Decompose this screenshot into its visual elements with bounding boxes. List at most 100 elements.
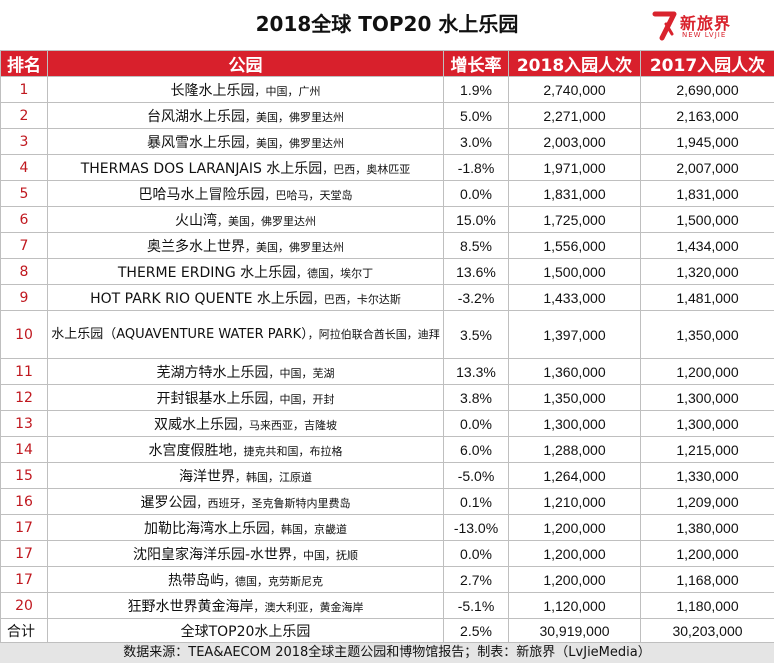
park-location: ，中国，广州 [254, 84, 321, 98]
visitors-2017-cell: 1,180,000 [640, 592, 774, 619]
brand-logo: 新旅界 NEW LVJIE [652, 10, 762, 44]
park-name: 台风湖水上乐园 [147, 108, 245, 125]
park-name: 狂野水世界黄金海岸 [127, 598, 254, 615]
park-cell: THERME ERDING 水上乐园，德国，埃尔丁 [47, 258, 444, 285]
header-2018: 2018入园人次 [508, 50, 641, 77]
header-rank: 排名 [0, 50, 48, 77]
table-row: 5 巴哈马水上冒险乐园，巴哈马，天堂岛 0.0% 1,831,000 1,831,000 [0, 180, 774, 207]
visitors-2017-cell: 1,945,000 [640, 128, 774, 155]
table-row: 14 水宫度假胜地，捷克共和国，布拉格 6.0% 1,288,000 1,215,000 [0, 436, 774, 463]
rank-cell: 7 [0, 232, 48, 259]
park-cell: 加勒比海湾水上乐园，韩国，京畿道 [47, 514, 444, 541]
table-row: 8 THERME ERDING 水上乐园，德国，埃尔丁 13.6% 1,500,000… [0, 258, 774, 285]
visitors-2017-cell: 1,200,000 [640, 358, 774, 385]
visitors-2017-cell: 1,215,000 [640, 436, 774, 463]
rank-cell: 3 [0, 128, 48, 155]
park-cell: 芜湖方特水上乐园，中国，芜湖 [47, 358, 444, 385]
park-cell: THERMAS DOS LARANJAIS 水上乐园，巴西，奥林匹亚 [47, 154, 444, 181]
source-footer: 数据来源：TEA&AECOM 2018全球主题公园和博物馆报告；制表：新旅界（L… [0, 643, 774, 663]
rank-cell: 17 [0, 540, 48, 567]
visitors-2018-cell: 1,433,000 [508, 284, 641, 311]
park-name: 开封银基水上乐园 [156, 390, 269, 407]
park-location: ，韩国，京畿道 [270, 522, 347, 536]
header-2017: 2017入园人次 [640, 50, 774, 77]
header-park: 公园 [47, 50, 444, 77]
growth-cell: 8.5% [443, 232, 509, 259]
park-name: 长隆水上乐园 [170, 82, 255, 99]
rank-cell: 1 [0, 76, 48, 103]
park-cell: 开封银基水上乐园，中国，开封 [47, 384, 444, 411]
park-location: ，澳大利亚，黄金海岸 [253, 600, 364, 614]
park-location: ，美国，佛罗里达州 [217, 214, 316, 228]
park-name: 沈阳皇家海洋乐园-水世界 [132, 546, 293, 563]
visitors-2017-cell: 1,168,000 [640, 566, 774, 593]
park-cell: 水上乐园（AQUAVENTURE WATER PARK），阿拉伯联合酋长国，迪拜 [47, 310, 444, 359]
rank-cell: 11 [0, 358, 48, 385]
park-location: ，德国，埃尔丁 [296, 266, 374, 280]
visitors-2017-cell: 1,500,000 [640, 206, 774, 233]
visitors-2017-cell: 2,690,000 [640, 76, 774, 103]
page-title: 2018全球 TOP20 水上乐园 [255, 12, 519, 36]
table-row: 17 热带岛屿，德国，克劳斯尼克 2.7% 1,200,000 1,168,000 [0, 566, 774, 593]
table-row: 12 开封银基水上乐园，中国，开封 3.8% 1,350,000 1,300,000 [0, 384, 774, 411]
visitors-2018-cell: 2,003,000 [508, 128, 641, 155]
park-name: 加勒比海湾水上乐园 [144, 520, 270, 537]
park-name: 水宫度假胜地 [148, 442, 233, 459]
growth-cell: -1.8% [443, 154, 509, 181]
visitors-2017-cell: 1,350,000 [640, 310, 774, 359]
visitors-2017-cell: 1,481,000 [640, 284, 774, 311]
growth-cell: 3.0% [443, 128, 509, 155]
park-cell: 长隆水上乐园，中国，广州 [47, 76, 444, 103]
title-bar: 2018全球 TOP20 水上乐园 新旅界 NEW LVJIE [0, 0, 774, 50]
park-location: ，美国，佛罗里达州 [245, 136, 344, 150]
table-row: 1 长隆水上乐园，中国，广州 1.9% 2,740,000 2,690,000 [0, 76, 774, 103]
visitors-2017-cell: 1,300,000 [640, 410, 774, 437]
rank-cell: 14 [0, 436, 48, 463]
visitors-2018-cell: 1,200,000 [508, 514, 641, 541]
rank-cell: 12 [0, 384, 48, 411]
park-cell: 双威水上乐园，马来西亚，吉隆坡 [47, 410, 444, 437]
rank-cell: 20 [0, 592, 48, 619]
total-row: 合计 全球TOP20水上乐园 2.5% 30,919,000 30,203,00… [0, 618, 774, 643]
park-location: ，巴西，奥林匹亚 [322, 162, 411, 176]
visitors-2017-cell: 1,200,000 [640, 540, 774, 567]
visitors-2018-cell: 1,360,000 [508, 358, 641, 385]
total-label: 合计 [0, 618, 48, 643]
visitors-2018-cell: 2,740,000 [508, 76, 641, 103]
rank-cell: 13 [0, 410, 48, 437]
park-name: 热带岛屿 [168, 572, 224, 589]
park-location: ，马来西亚，吉隆坡 [238, 418, 337, 432]
visitors-2018-cell: 1,200,000 [508, 540, 641, 567]
park-name: 双威水上乐园 [154, 416, 238, 433]
table-row: 4 THERMAS DOS LARANJAIS 水上乐园，巴西，奥林匹亚 -1.8%… [0, 154, 774, 181]
rank-cell: 17 [0, 566, 48, 593]
growth-cell: 0.0% [443, 410, 509, 437]
park-location: ，中国，芜湖 [268, 366, 335, 380]
park-cell: HOT PARK RIO QUENTE 水上乐园，巴西，卡尔达斯 [47, 284, 444, 311]
visitors-2018-cell: 2,271,000 [508, 102, 641, 129]
table-header-row: 排名 公园 增长率 2018入园人次 2017入园人次 [0, 50, 774, 77]
rank-cell: 15 [0, 462, 48, 489]
growth-cell: -3.2% [443, 284, 509, 311]
growth-cell: 0.1% [443, 488, 509, 515]
park-location: ，中国，开封 [268, 392, 335, 406]
total-2018: 30,919,000 [508, 618, 641, 643]
rank-cell: 4 [0, 154, 48, 181]
park-name: 奥兰多水上世界 [147, 238, 245, 255]
visitors-2018-cell: 1,500,000 [508, 258, 641, 285]
visitors-2018-cell: 1,120,000 [508, 592, 641, 619]
visitors-2018-cell: 1,300,000 [508, 410, 641, 437]
park-location: ，西班牙，圣克鲁斯特内里费岛 [196, 496, 351, 510]
rank-cell: 17 [0, 514, 48, 541]
park-name: 暴风雪水上乐园 [147, 134, 245, 151]
park-location: ，阿拉伯联合酋长国，迪拜 [307, 327, 440, 341]
table-row: 6 火山湾，美国，佛罗里达州 15.0% 1,725,000 1,500,000 [0, 206, 774, 233]
rank-cell: 10 [0, 310, 48, 359]
park-cell: 暴风雪水上乐园，美国，佛罗里达州 [47, 128, 444, 155]
total-2017: 30,203,000 [640, 618, 774, 643]
visitors-2018-cell: 1,264,000 [508, 462, 641, 489]
visitors-2017-cell: 1,380,000 [640, 514, 774, 541]
park-location: ，美国，佛罗里达州 [245, 240, 344, 254]
growth-cell: 0.0% [443, 540, 509, 567]
visitors-2018-cell: 1,350,000 [508, 384, 641, 411]
